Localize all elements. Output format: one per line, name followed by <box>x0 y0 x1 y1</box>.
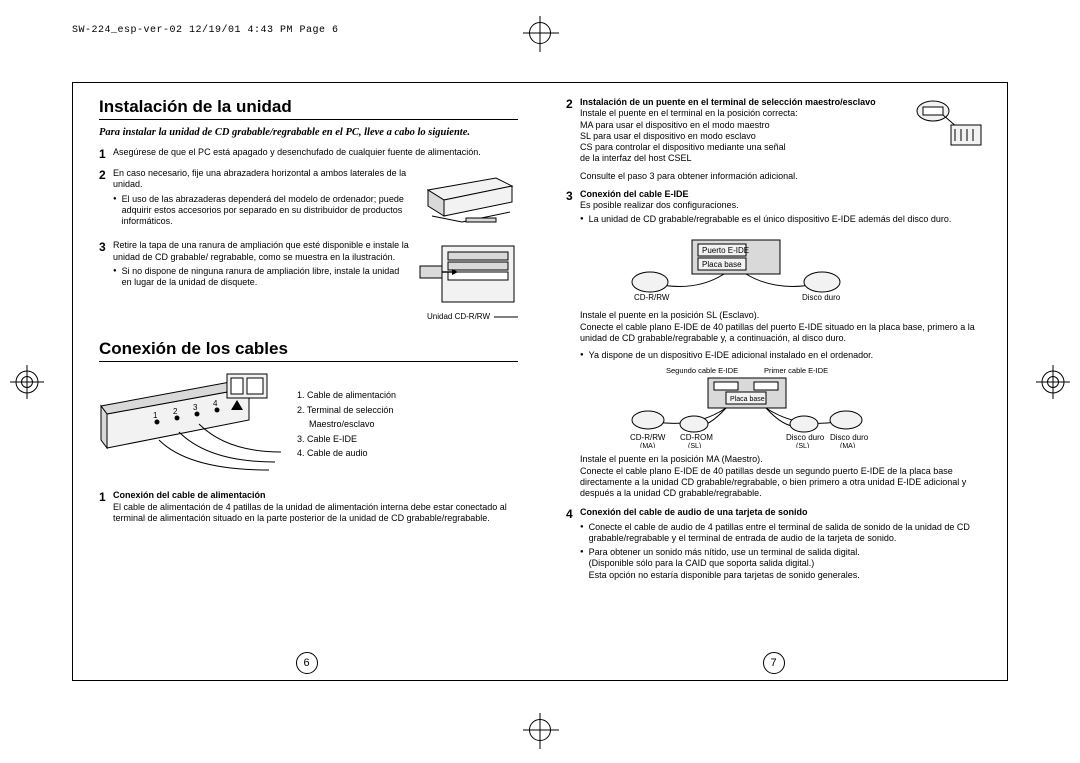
page-right: 2 Instalación de un puente en el termina… <box>540 83 1007 680</box>
page-number-left: 6 <box>296 652 318 674</box>
svg-text:1: 1 <box>153 411 158 420</box>
svg-text:4: 4 <box>213 399 218 408</box>
svg-text:(MA): (MA) <box>840 443 855 448</box>
section-title-install: Instalación de la unidad <box>99 97 518 120</box>
install-step-3: 3 Retire la tapa de una ranura de amplia… <box>99 240 410 291</box>
step2-bullet: El uso de las abrazaderas dependerá del … <box>122 194 414 228</box>
page-number-right: 7 <box>763 652 785 674</box>
cable-step-2: 2 Instalación de un puente en el termina… <box>566 97 905 165</box>
page-left: Instalación de la unidad Para instalar l… <box>73 83 540 680</box>
step3-text: Retire la tapa de una ranura de ampliaci… <box>113 240 409 261</box>
figure-eide-dual: Segundo cable E-IDE Primer cable E-IDE P… <box>596 364 985 450</box>
install-step-1: 1 Asegúrese de que el PC está apagado y … <box>99 147 518 162</box>
svg-text:2: 2 <box>173 407 178 416</box>
cable-step-1: 1 Conexión del cable de alimentación El … <box>99 490 518 524</box>
registration-mark-left <box>10 365 44 399</box>
figure-jumper <box>913 97 985 157</box>
crop-mark-bottom <box>529 719 551 741</box>
svg-text:(SL): (SL) <box>688 443 701 448</box>
step3-config2-text: Instale el puente en la posición MA (Mae… <box>580 454 985 499</box>
step3-bullet: Si no dispone de ninguna ranura de ampli… <box>122 266 410 289</box>
svg-text:CD-ROM: CD-ROM <box>680 433 713 442</box>
step2-text: En caso necesario, fije una abrazadera h… <box>113 168 406 189</box>
svg-text:Placa base: Placa base <box>730 396 765 403</box>
svg-text:CD-R/RW: CD-R/RW <box>634 293 670 302</box>
section-title-cables: Conexión de los cables <box>99 339 518 362</box>
svg-text:Disco duro: Disco duro <box>830 433 869 442</box>
svg-text:(SL): (SL) <box>796 443 809 448</box>
install-intro: Para instalar la unidad de CD grabable/r… <box>99 126 518 139</box>
install-step-2: 2 En caso necesario, fije una abrazadera… <box>99 168 414 230</box>
step3-bullet2: Ya dispone de un dispositivo E-IDE adici… <box>580 350 985 361</box>
figure-bracket-drive <box>422 168 518 226</box>
step2-note: Consulte el paso 3 para obtener informac… <box>580 171 985 181</box>
figure-eide-single: Puerto E-IDE Placa base CD-R/RW (SL) Dis… <box>606 234 985 306</box>
cable-step-4: 4 Conexión del cable de audio de una tar… <box>566 507 985 584</box>
crop-mark-top <box>529 22 551 44</box>
figure-pc-bay: Unidad CD-R/RW <box>418 240 518 321</box>
print-header: SW-224_esp-ver-02 12/19/01 4:43 PM Page … <box>72 25 339 36</box>
svg-text:Primer cable E-IDE: Primer cable E-IDE <box>764 366 828 375</box>
connector-legend: 1. Cable de alimentación 2. Terminal de … <box>297 388 396 460</box>
svg-text:(MA): (MA) <box>640 443 655 448</box>
svg-text:Placa base: Placa base <box>702 260 742 269</box>
svg-text:Puerto E-IDE: Puerto E-IDE <box>702 246 749 255</box>
step3-config1-text: Instale el puente en la posición SL (Esc… <box>580 310 985 344</box>
figure-rear-connectors: 1 2 3 4 <box>99 370 289 482</box>
registration-mark-right <box>1036 365 1070 399</box>
svg-text:Disco duro: Disco duro <box>802 293 841 302</box>
svg-text:3: 3 <box>193 403 198 412</box>
svg-text:Disco duro: Disco duro <box>786 433 825 442</box>
page-spread: Instalación de la unidad Para instalar l… <box>72 82 1008 681</box>
unit-label: Unidad CD-R/RW <box>427 312 490 321</box>
cable-step-3: 3 Conexión del cable E-IDE Es posible re… <box>566 189 985 229</box>
svg-text:CD-R/RW: CD-R/RW <box>630 433 666 442</box>
svg-text:Segundo cable E-IDE: Segundo cable E-IDE <box>666 366 738 375</box>
